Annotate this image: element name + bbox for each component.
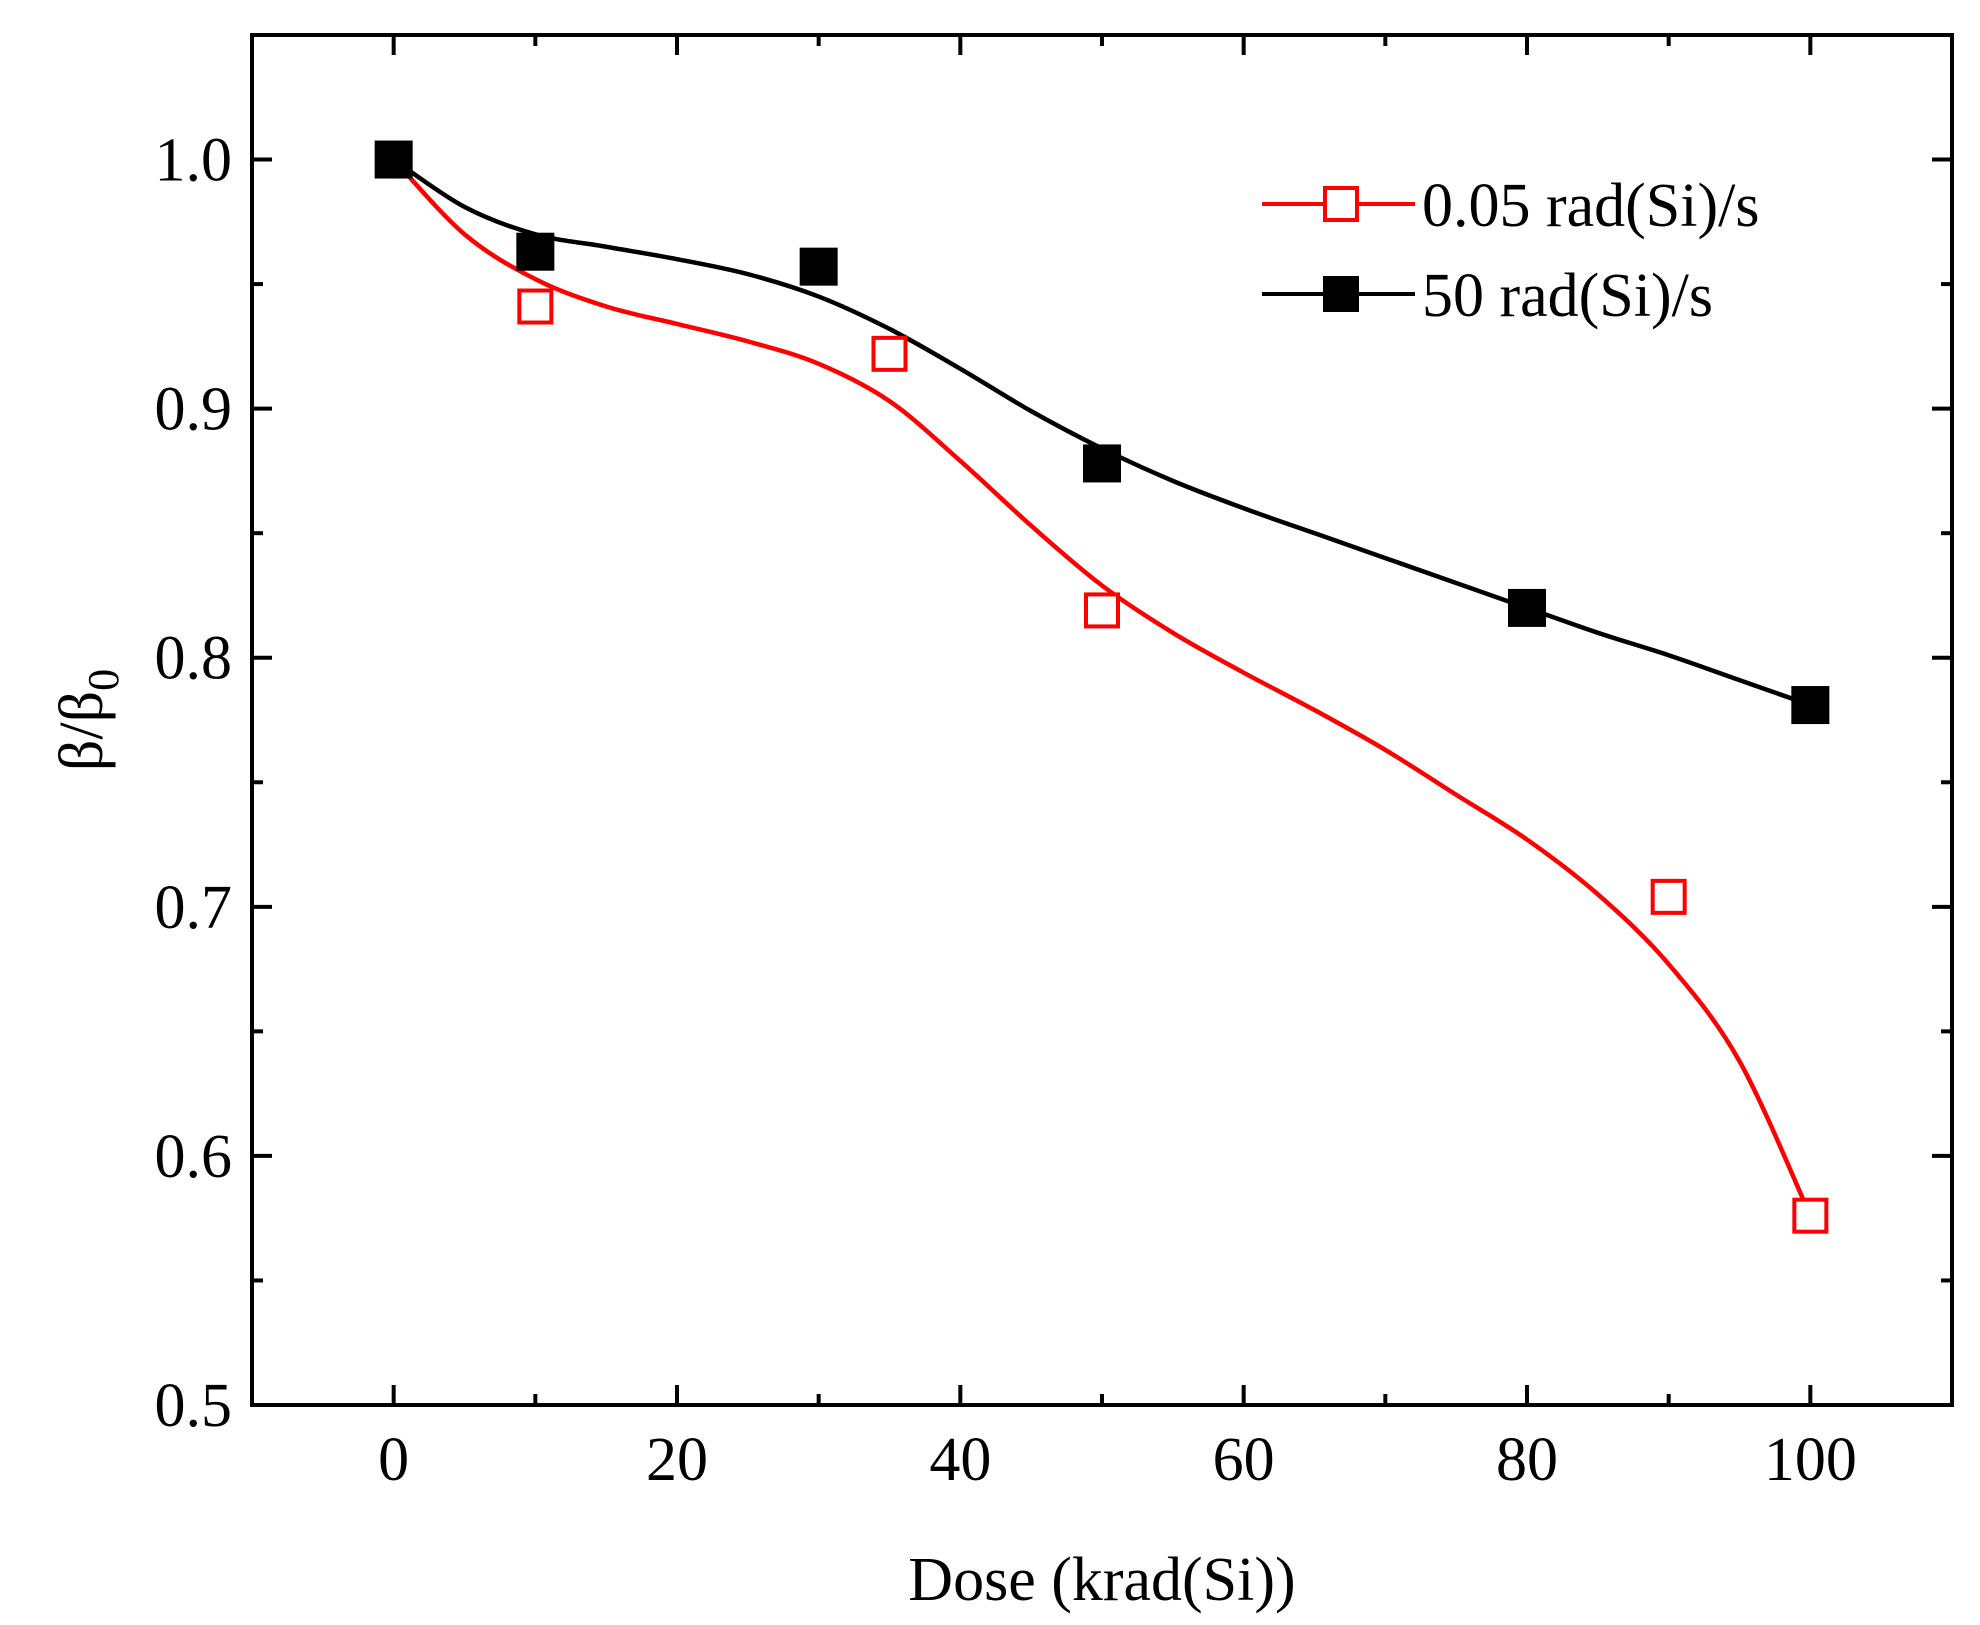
data-point-1: [516, 232, 555, 271]
x-tick-label: 100: [1764, 1426, 1857, 1494]
data-point-1: [1083, 444, 1121, 483]
data-point-0: [1792, 1197, 1829, 1234]
data-point-1: [1508, 588, 1546, 627]
data-point-0: [871, 335, 908, 372]
y-tick-label: 0.9: [155, 376, 233, 444]
y-axis-label-main: β/β: [48, 691, 116, 771]
data-point-1: [799, 247, 838, 286]
fit-curve-0: [392, 157, 1813, 1217]
legend-marker-0: [1323, 186, 1359, 222]
data-point-1: [374, 140, 413, 179]
x-tick-label: 60: [1213, 1426, 1275, 1494]
legend-label-0: 0.05 rad(Si)/s: [1422, 172, 1760, 240]
y-tick-label: 0.5: [155, 1372, 233, 1440]
data-markers: [374, 140, 1830, 1234]
plot-frame: [250, 33, 1954, 1407]
data-point-0: [1650, 878, 1687, 915]
axis-ticks: 0 20 40 60 80 100 0.5 0.6 0.7 0.8 0.9 1.0: [155, 35, 1952, 1494]
y-axis-label: β/β0: [48, 669, 128, 771]
x-tick-label: 0: [378, 1426, 409, 1494]
data-point-1: [1791, 686, 1830, 725]
data-point-0: [517, 288, 554, 325]
data-point-0: [1084, 592, 1120, 629]
legend: 0.05 rad(Si)/s 50 rad(Si)/s: [1262, 172, 1760, 330]
y-tick-label: 0.6: [155, 1123, 233, 1191]
y-tick-label: 0.7: [155, 874, 233, 942]
y-axis-label-subscript: 0: [79, 669, 128, 691]
y-tick-label: 1.0: [155, 127, 233, 195]
legend-label-1: 50 rad(Si)/s: [1422, 262, 1713, 330]
x-tick-label: 40: [929, 1426, 991, 1494]
x-axis-label: Dose (krad(Si)): [908, 1546, 1295, 1614]
y-tick-label: 0.8: [155, 625, 233, 693]
legend-marker-1: [1323, 276, 1359, 312]
x-tick-label: 80: [1496, 1426, 1558, 1494]
x-tick-label: 20: [646, 1426, 708, 1494]
svg-text:β/β0: β/β0: [48, 669, 128, 771]
